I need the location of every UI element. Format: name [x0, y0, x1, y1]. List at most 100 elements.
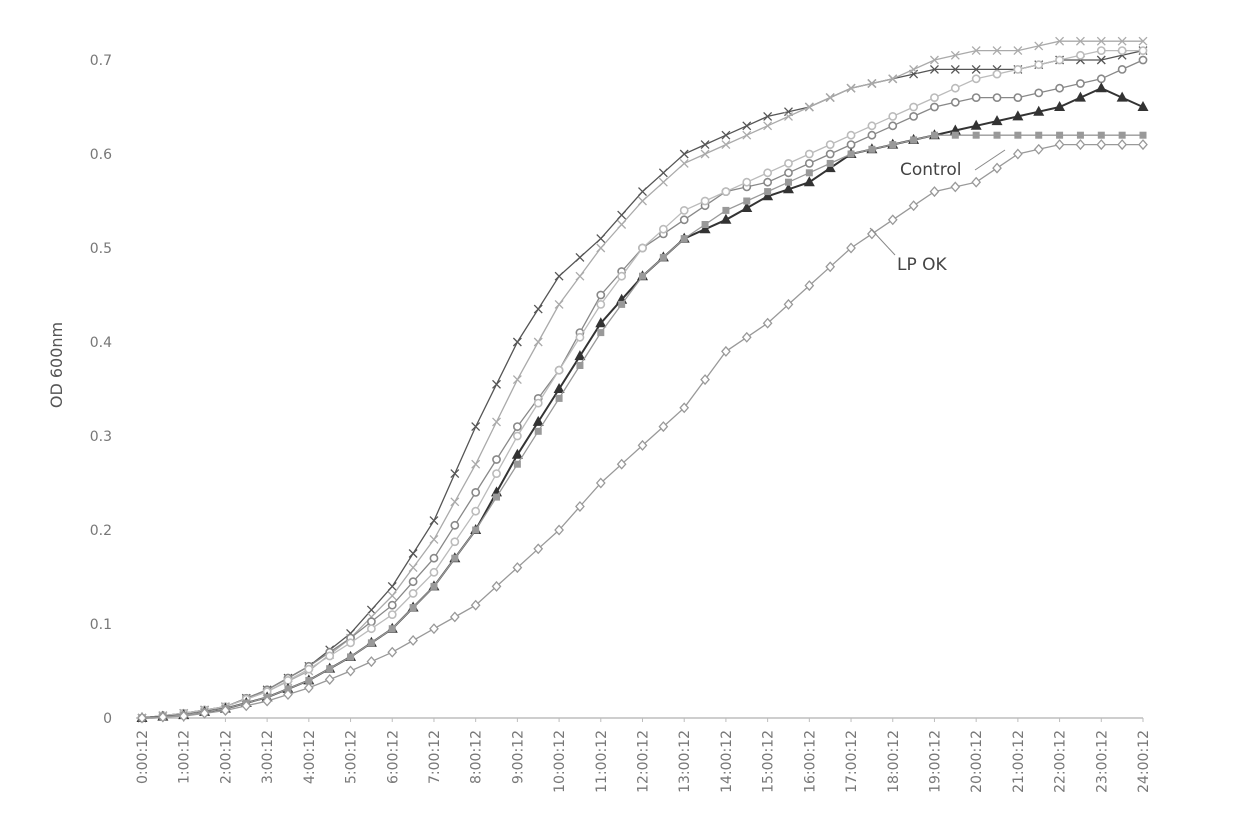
data-point [597, 235, 605, 243]
data-point [326, 652, 333, 659]
data-point [451, 522, 458, 529]
data-point [827, 160, 834, 167]
data-point [1056, 140, 1064, 149]
data-point [973, 94, 980, 101]
data-point [389, 625, 396, 632]
data-point [743, 122, 751, 130]
data-point [785, 179, 792, 186]
series-line [142, 51, 1143, 718]
data-point [1119, 66, 1126, 73]
data-point [472, 489, 479, 496]
data-point [410, 590, 417, 597]
data-point [576, 272, 584, 280]
data-point [514, 461, 521, 468]
data-point [784, 112, 792, 120]
data-point [660, 226, 667, 233]
data-point [659, 178, 667, 186]
annotation-control: Control [900, 160, 961, 180]
x-tick-label: 4:00:12 [302, 730, 318, 784]
y-tick-label: 0.2 [90, 523, 112, 539]
data-point [367, 657, 375, 666]
data-point [973, 132, 980, 139]
data-point [305, 683, 313, 692]
x-tick-label: 12:00:12 [636, 730, 652, 793]
data-point [680, 159, 688, 167]
data-point [347, 653, 354, 660]
data-point [409, 636, 417, 645]
data-point [430, 517, 438, 525]
data-point [493, 380, 501, 388]
data-point [972, 178, 980, 187]
data-point [1014, 150, 1022, 159]
data-point [430, 624, 438, 633]
data-point [555, 272, 563, 280]
data-point [826, 94, 834, 102]
annotation-layer: ControlLP OK [870, 150, 1005, 275]
data-point [347, 639, 354, 646]
data-point [555, 300, 563, 308]
data-point [493, 418, 501, 426]
data-point [597, 244, 605, 252]
data-point [430, 535, 438, 543]
data-point [681, 235, 688, 242]
data-point [993, 164, 1001, 173]
x-tick-label: 18:00:12 [886, 730, 902, 793]
data-point [743, 198, 750, 205]
x-tick-label: 11:00:12 [594, 730, 610, 793]
data-point [618, 301, 625, 308]
data-point [720, 214, 731, 224]
y-axis-label: OD 600nm [47, 322, 66, 408]
data-point [1014, 132, 1021, 139]
data-point [952, 99, 959, 106]
data-point [868, 122, 875, 129]
data-point [1056, 132, 1063, 139]
data-point [1140, 132, 1147, 139]
data-point [1098, 132, 1105, 139]
data-point [1014, 66, 1021, 73]
data-point [1056, 56, 1063, 63]
data-point [889, 215, 897, 224]
data-point [910, 201, 918, 210]
data-point [1077, 132, 1084, 139]
data-point [618, 211, 626, 219]
data-point [806, 150, 813, 157]
data-point [847, 141, 854, 148]
data-point [513, 338, 521, 346]
data-point [847, 132, 854, 139]
data-point [951, 182, 959, 191]
data-point [910, 103, 917, 110]
data-point [368, 625, 375, 632]
data-point [659, 169, 667, 177]
data-point [931, 132, 938, 139]
data-point [701, 141, 709, 149]
data-point [1056, 85, 1063, 92]
data-point [367, 606, 375, 614]
data-point [702, 221, 709, 228]
data-point [1035, 145, 1043, 154]
data-point [743, 131, 751, 139]
data-point [1035, 61, 1042, 68]
data-point [889, 141, 896, 148]
series-4 [137, 82, 1149, 722]
data-point [472, 423, 480, 431]
data-point [827, 150, 834, 157]
series-line [142, 145, 1143, 718]
data-point [493, 494, 500, 501]
data-point [952, 85, 959, 92]
data-point [1096, 82, 1107, 92]
data-point [827, 141, 834, 148]
data-point [743, 333, 751, 342]
data-point [576, 334, 583, 341]
annotation-leader [870, 228, 895, 255]
data-point [973, 75, 980, 82]
y-tick-label: 0.5 [90, 241, 112, 257]
data-point [1076, 140, 1084, 149]
data-point [639, 244, 646, 251]
series-line [142, 41, 1143, 718]
data-point [389, 611, 396, 618]
data-point [889, 113, 896, 120]
data-point [597, 301, 604, 308]
data-point [993, 94, 1000, 101]
x-tick-label: 5:00:12 [344, 730, 360, 784]
